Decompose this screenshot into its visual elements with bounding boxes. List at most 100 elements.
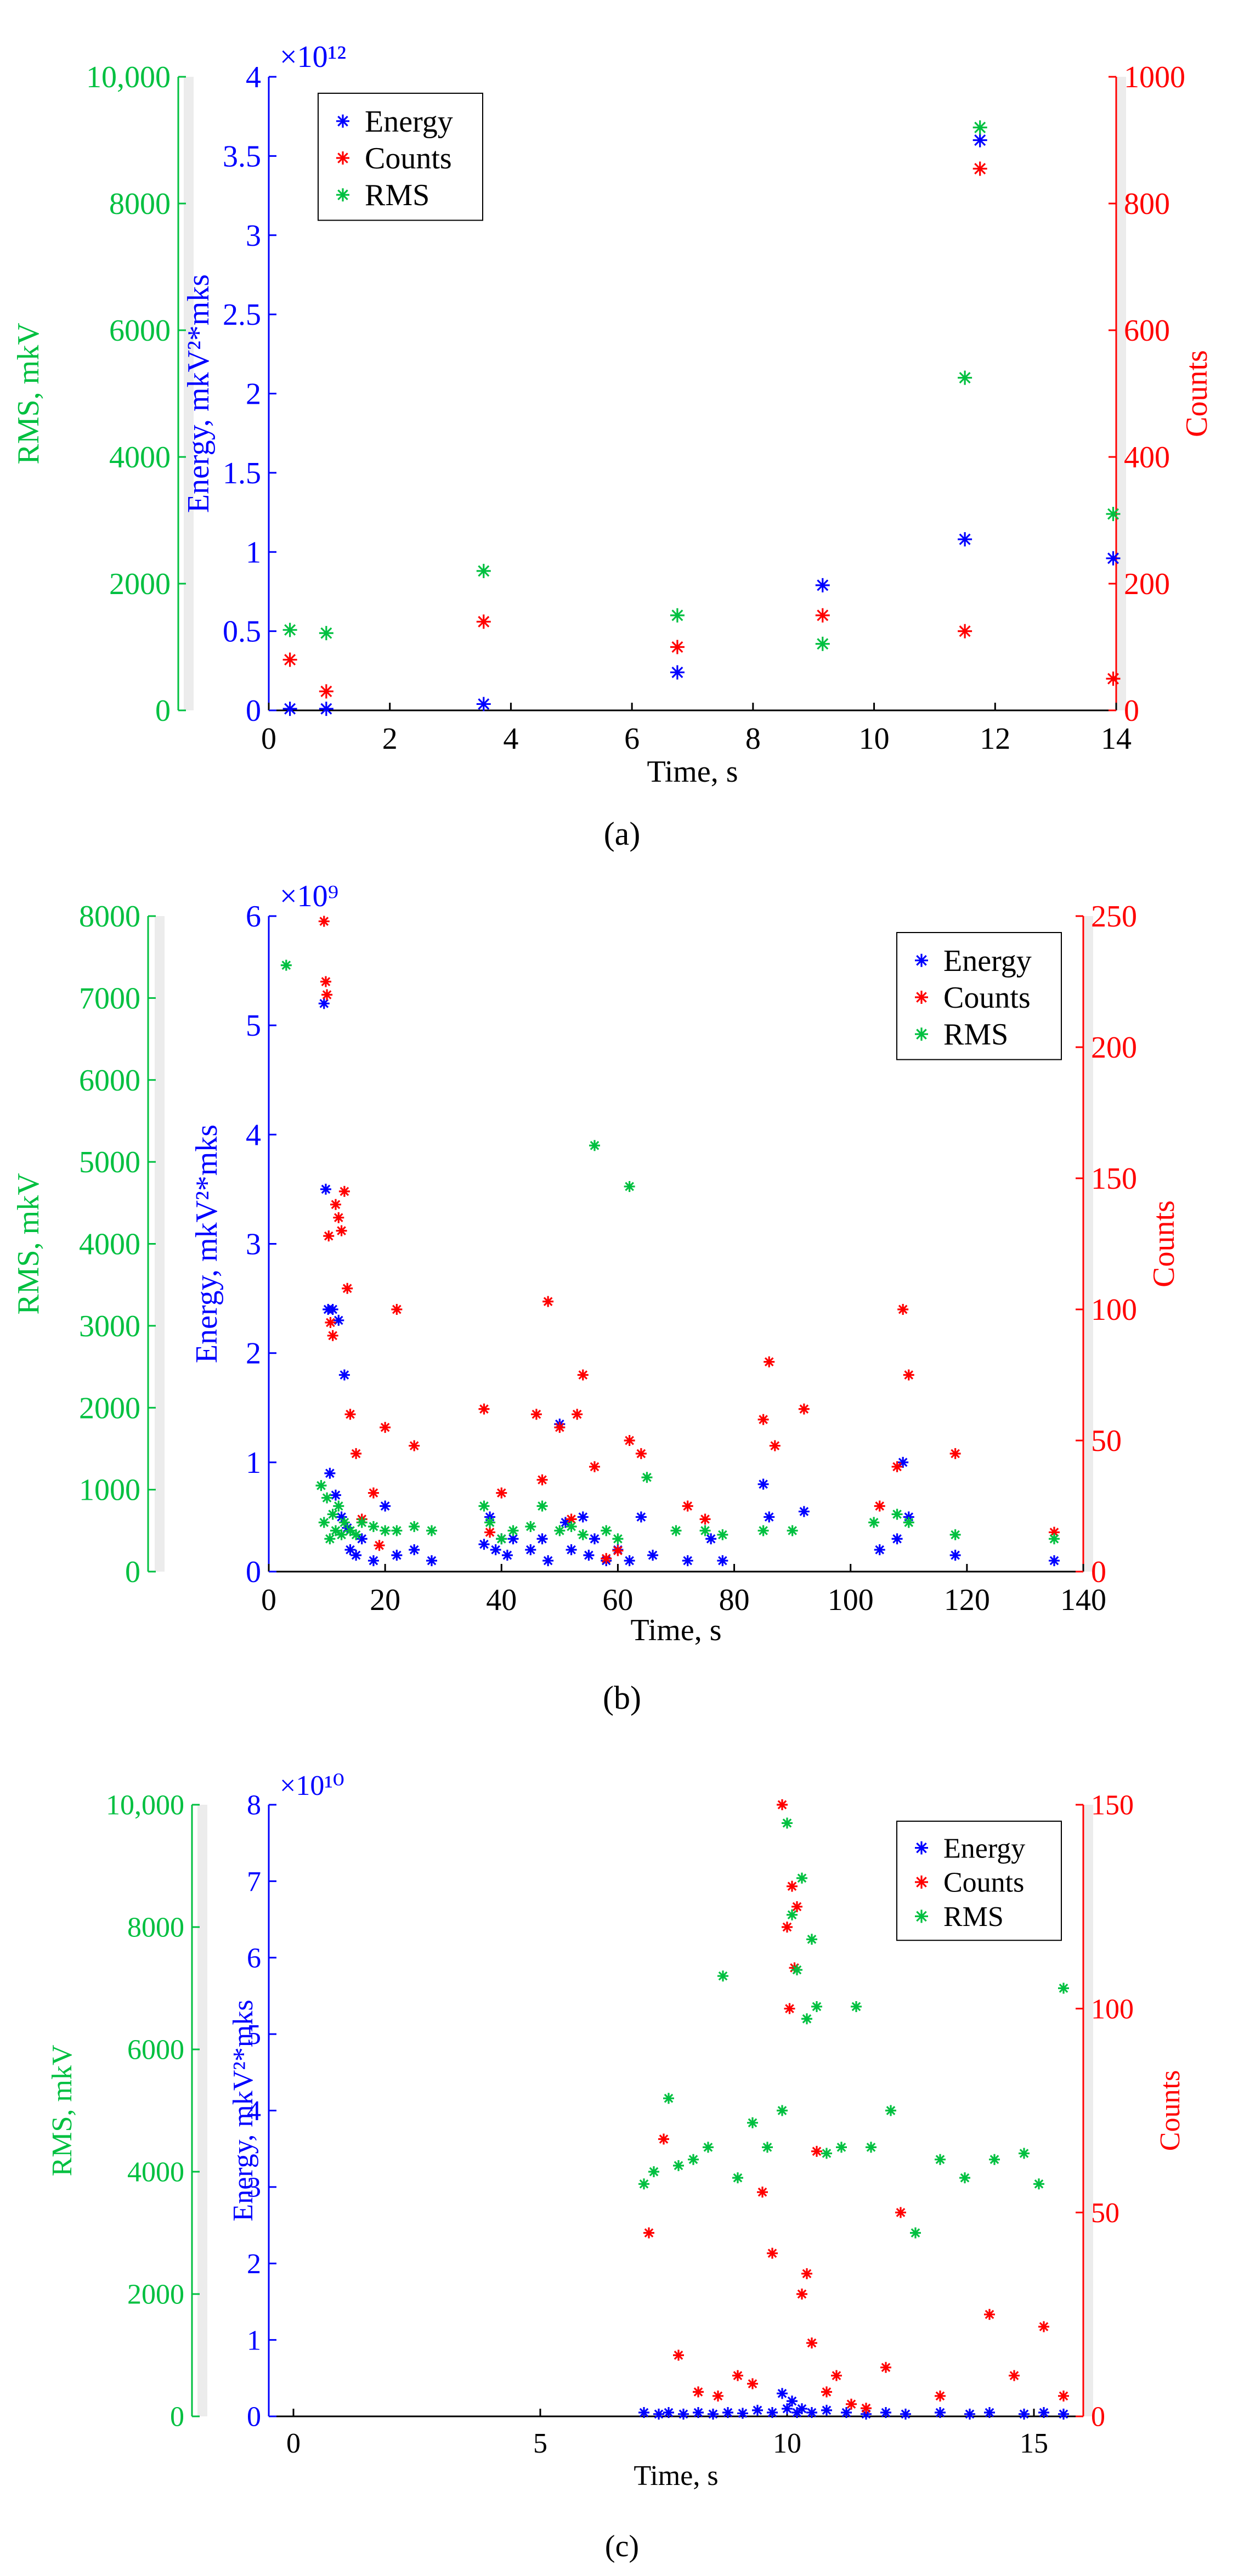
data-point-energy	[764, 1511, 775, 1523]
rms-axis-tick-label: 8000	[79, 900, 140, 934]
legend-label-counts: Counts	[365, 142, 452, 176]
energy-axis-tick-label: 5	[247, 2019, 261, 2050]
rms-axis-label: RMS, mkV	[12, 1173, 46, 1314]
rms-axis-strip	[197, 1805, 207, 2416]
data-point-energy	[583, 1550, 595, 1561]
data-point-energy	[782, 2403, 793, 2415]
rms-axis-tick-label: 10,000	[86, 60, 171, 94]
counts-axis-strip	[1084, 1805, 1093, 2416]
x-tick-label: 80	[719, 1583, 750, 1617]
data-point-rms	[851, 2001, 862, 2012]
data-point-energy	[752, 2404, 763, 2416]
energy-axis-tick-label: 6	[246, 900, 261, 934]
data-point-rms	[958, 370, 972, 385]
data-point-counts	[1048, 1527, 1060, 1538]
energy-axis-tick-label: 0	[246, 1555, 261, 1589]
legend-marker-rms	[915, 1027, 928, 1041]
data-point-counts	[374, 1540, 385, 1551]
data-point-counts	[782, 1922, 793, 1933]
data-point-energy	[670, 665, 685, 680]
rms-axis-tick-label: 6000	[109, 314, 171, 348]
series-rms	[282, 120, 1121, 651]
x-tick-label: 4	[503, 722, 518, 756]
data-point-counts	[350, 1448, 362, 1459]
rms-axis-tick-label: 6000	[79, 1064, 140, 1098]
data-point-energy	[501, 1550, 513, 1561]
data-point-counts	[798, 1403, 810, 1415]
data-point-energy	[1038, 2407, 1049, 2419]
x-tick-label: 6	[624, 722, 640, 756]
data-point-rms	[699, 1525, 711, 1536]
data-point-counts	[318, 916, 330, 927]
counts-axis-label: Counts	[1147, 1200, 1181, 1287]
data-point-counts	[806, 2337, 817, 2349]
data-point-counts	[342, 1283, 353, 1294]
energy-axis-tick-label: 4	[246, 1118, 261, 1152]
data-point-counts	[880, 2362, 891, 2373]
data-point-counts	[566, 1513, 577, 1525]
energy-axis-label: Energy, mkV²*mks	[190, 1125, 224, 1363]
legend-label-counts: Counts	[943, 981, 1031, 1015]
legend-label-energy: Energy	[943, 944, 1032, 978]
data-point-rms	[624, 1180, 635, 1192]
data-point-rms	[327, 1509, 338, 1520]
series-counts	[282, 161, 1121, 699]
data-point-energy	[663, 2407, 674, 2419]
data-point-rms	[330, 1525, 341, 1536]
data-point-counts	[732, 2370, 743, 2381]
data-point-rms	[891, 1509, 903, 1520]
legend-label-energy: Energy	[365, 105, 453, 139]
data-point-counts	[391, 1304, 403, 1315]
data-point-rms	[836, 2142, 847, 2153]
legend-marker-rms	[336, 188, 349, 202]
series-energy	[318, 998, 1060, 1567]
data-point-counts	[624, 1435, 635, 1446]
data-point-rms	[536, 1500, 548, 1512]
counts-axis-tick-label: 0	[1091, 1555, 1106, 1589]
data-point-energy	[638, 2407, 649, 2419]
panel-caption: (c)	[605, 2529, 639, 2563]
data-point-rms	[777, 2105, 788, 2116]
legend-marker-counts	[336, 151, 349, 165]
x-tick-label: 100	[828, 1583, 874, 1617]
rms-axis-tick-label: 4000	[127, 2157, 184, 2188]
counts-axis-tick-label: 200	[1091, 1031, 1137, 1065]
data-point-energy	[891, 1533, 903, 1545]
energy-axis-tick-label: 3	[246, 1228, 261, 1262]
data-point-rms	[717, 1970, 728, 1982]
data-point-rms	[391, 1525, 403, 1536]
data-point-energy	[1058, 2408, 1069, 2420]
data-point-rms	[426, 1525, 437, 1536]
data-point-counts	[327, 1330, 338, 1341]
data-point-energy	[507, 1533, 519, 1545]
rms-axis-strip	[155, 916, 165, 1572]
x-tick-label: 15	[1020, 2428, 1048, 2459]
data-point-counts	[821, 2386, 832, 2398]
data-point-counts	[409, 1440, 420, 1451]
data-point-energy	[880, 2407, 891, 2419]
data-point-counts	[713, 2390, 723, 2402]
data-point-counts	[1038, 2321, 1049, 2332]
data-point-rms	[757, 1525, 769, 1536]
data-point-energy	[791, 2407, 802, 2419]
energy-axis-tick-label: 2	[246, 377, 261, 411]
data-point-rms	[935, 2154, 946, 2165]
counts-axis-tick-label: 150	[1091, 1790, 1134, 1821]
rms-axis-tick-label: 0	[170, 2402, 184, 2433]
x-tick-label: 2	[382, 722, 398, 756]
x-axis-label: Time, s	[630, 1613, 721, 1647]
data-point-counts	[321, 989, 333, 1001]
rms-axis-tick-label: 8000	[109, 187, 171, 221]
data-point-energy	[282, 702, 297, 716]
data-point-counts	[693, 2386, 704, 2398]
data-point-rms	[601, 1525, 612, 1536]
data-point-energy	[705, 1533, 717, 1545]
x-tick-label: 140	[1060, 1583, 1106, 1617]
legend-marker-rms	[915, 1910, 928, 1923]
energy-axis-tick-label: 1	[246, 535, 261, 569]
data-point-counts	[536, 1474, 548, 1485]
data-point-rms	[821, 2148, 832, 2159]
data-point-counts	[530, 1409, 542, 1420]
energy-axis-label: Energy, mkV²*mks	[182, 274, 216, 513]
